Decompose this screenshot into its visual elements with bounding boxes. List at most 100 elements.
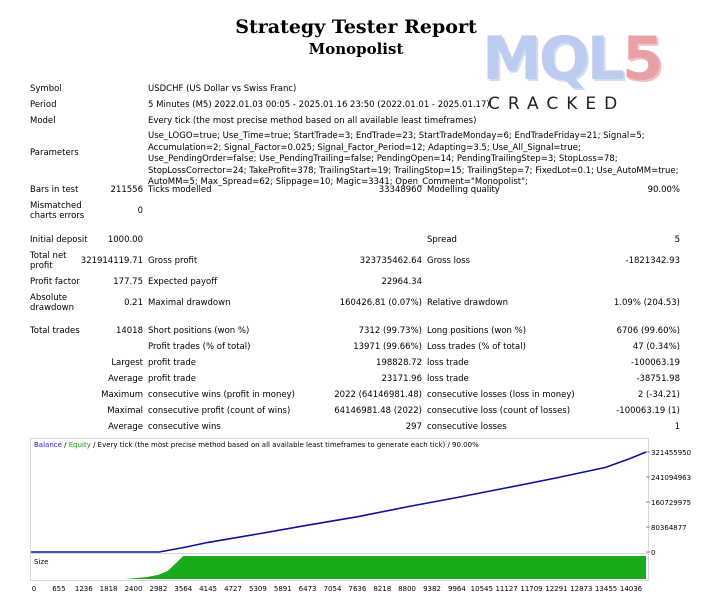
profit-trades-label: Profit trades (% of total) (148, 342, 251, 352)
largest-loss-value: -100063.19 (630, 358, 680, 368)
profit-trades-value: 13971 (99.66%) (353, 342, 422, 352)
short-positions-label: Short positions (won %) (148, 326, 250, 336)
deposit-label: Initial deposit (30, 235, 88, 245)
max-consecutive-wins-label: consecutive wins (profit in money) (148, 390, 295, 400)
short-positions-value: 7312 (99.73%) (358, 326, 422, 336)
maximal-consecutive-profit-label: consecutive profit (count of wins) (148, 406, 291, 416)
largest-label: Largest (111, 358, 143, 368)
y-tick-label: 160729975 (651, 499, 691, 507)
long-positions-label: Long positions (won %) (427, 326, 527, 336)
x-tick-label: 4145 (199, 585, 217, 593)
maximal-drawdown-label: Maximal drawdown (148, 298, 231, 308)
symbol-value: USDCHF (US Dollar vs Swiss Franc) (148, 84, 297, 94)
x-tick-label: 655 (52, 585, 65, 593)
x-tick-label: 13455 (595, 585, 617, 593)
x-tick-label: 5309 (249, 585, 267, 593)
net-profit-label: Total net profit (30, 251, 67, 271)
logo-sub-text: CRACKED (488, 94, 626, 114)
average-consecutive-wins-label: consecutive wins (148, 422, 221, 432)
maximum-label: Maximum (101, 390, 143, 400)
average-consecutive-losses-label: consecutive losses (427, 422, 507, 432)
quality-label: Modelling quality (427, 185, 500, 195)
x-tick-label: 9964 (448, 585, 466, 593)
logo-main-text: MQL (482, 24, 625, 94)
x-tick-label: 9382 (423, 585, 441, 593)
x-tick-label: 4727 (224, 585, 242, 593)
relative-drawdown-value: 1.09% (204.53) (613, 298, 680, 308)
period-value: 5 Minutes (M5) 2022.01.03 00:05 - 2025.0… (148, 100, 490, 110)
gross-profit-label: Gross profit (148, 256, 198, 266)
x-tick-label: 2982 (149, 585, 167, 593)
logo-main-number: 5 (621, 24, 664, 94)
period-label: Period (30, 100, 57, 110)
x-tick-label: 2400 (125, 585, 143, 593)
spread-value: 5 (674, 235, 680, 245)
x-tick-label: 5891 (274, 585, 292, 593)
net-profit-value: 321914119.71 (80, 256, 143, 266)
balance-equity-chart-frame (30, 438, 649, 554)
maximal-consecutive-loss-value: -100063.19 (1) (616, 406, 680, 416)
maximal-consecutive-profit-value: 64146981.48 (2022) (334, 406, 422, 416)
ticks-value: 33348960 (378, 185, 422, 195)
parameters-value: Use_LOGO=true; Use_Time=true; StartTrade… (148, 131, 679, 188)
y-tick-label: 321455950 (651, 449, 691, 457)
x-tick-label: 14036 (620, 585, 643, 593)
average-profit-value: 23171.96 (381, 374, 422, 384)
maximal-consecutive-loss-label: consecutive loss (count of losses) (427, 406, 571, 416)
quality-value: 90.00% (647, 185, 680, 195)
largest-profit-label: profit trade (148, 358, 196, 368)
x-tick-label: 6473 (299, 585, 317, 593)
maximal-drawdown-value: 160426.81 (0.07%) (339, 298, 422, 308)
x-tick-label: 12291 (545, 585, 567, 593)
parameters-label: Parameters (30, 148, 79, 158)
largest-loss-label: loss trade (427, 358, 469, 368)
relative-drawdown-label: Relative drawdown (427, 298, 508, 308)
gross-loss-value: -1821342.93 (625, 256, 680, 266)
max-consecutive-losses-value: 2 (-34.21) (637, 390, 680, 400)
size-chart-frame (30, 553, 649, 581)
max-consecutive-losses-label: consecutive losses (loss in money) (427, 390, 575, 400)
x-tick-label: 11709 (520, 585, 542, 593)
average-label: Average (108, 374, 143, 384)
loss-trades-label: Loss trades (% of total) (427, 342, 526, 352)
x-tick-label: 7636 (348, 585, 366, 593)
absolute-drawdown-label: Absolute drawdown (30, 293, 74, 313)
expected-payoff-label: Expected payoff (148, 277, 218, 287)
largest-profit-value: 198828.72 (376, 358, 422, 368)
model-value: Every tick (the most precise method base… (148, 116, 477, 126)
x-tick-label: 0 (32, 585, 36, 593)
absolute-drawdown-value: 0.21 (124, 298, 143, 308)
report-title: Strategy Tester Report (235, 16, 477, 38)
average-profit-label: profit trade (148, 374, 196, 384)
x-tick-label: 3564 (174, 585, 192, 593)
long-positions-value: 6706 (99.60%) (616, 326, 680, 336)
total-trades-value: 14018 (115, 326, 143, 336)
x-tick-label: 7054 (324, 585, 342, 593)
x-tick-label: 1818 (100, 585, 118, 593)
symbol-label: Symbol (30, 84, 62, 94)
x-tick-label: 10545 (471, 585, 493, 593)
average-consecutive-losses-value: 1 (674, 422, 680, 432)
x-tick-label: 8800 (398, 585, 416, 593)
mismatch-value: 0 (137, 206, 143, 216)
total-trades-label: Total trades (30, 326, 80, 336)
model-label: Model (30, 116, 56, 126)
x-tick-label: 12873 (570, 585, 592, 593)
gross-loss-label: Gross loss (427, 256, 471, 266)
mismatch-label: Mismatched charts errors (30, 201, 85, 221)
y-tick-label: 0 (651, 549, 655, 557)
average-consecutive-label: Average (108, 422, 143, 432)
profit-factor-value: 177.75 (113, 277, 143, 287)
bars-value: 211556 (110, 185, 143, 195)
maximal-label: Maximal (107, 406, 143, 416)
average-loss-value: -38751.98 (636, 374, 680, 384)
loss-trades-value: 47 (0.34%) (632, 342, 680, 352)
average-loss-label: loss trade (427, 374, 469, 384)
mql5-cracked-logo: MQL5 CRACKED (482, 28, 687, 126)
expected-payoff-value: 22964.34 (381, 277, 422, 287)
report-subtitle: Monopolist (308, 40, 404, 58)
max-consecutive-wins-value: 2022 (64146981.48) (334, 390, 422, 400)
y-tick-label: 80364877 (651, 524, 687, 532)
spread-label: Spread (427, 235, 457, 245)
average-consecutive-wins-value: 297 (405, 422, 422, 432)
